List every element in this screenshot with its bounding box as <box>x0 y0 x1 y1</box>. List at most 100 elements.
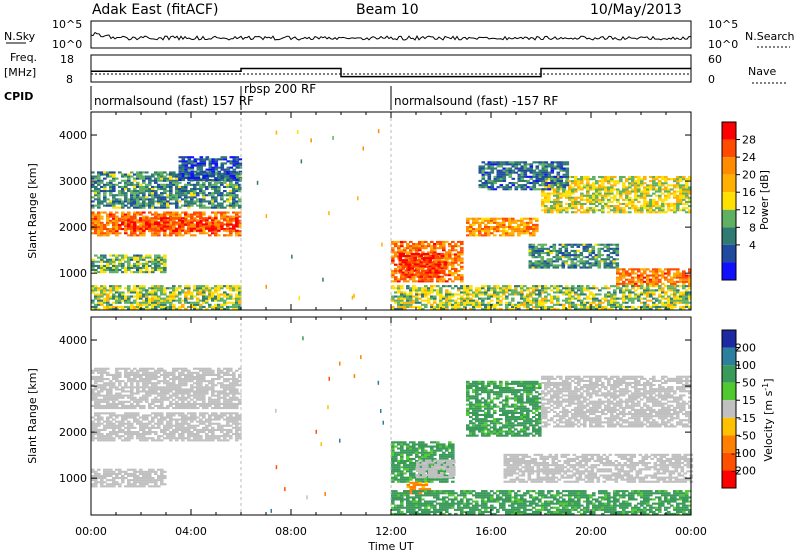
heatmap-cell <box>232 297 236 300</box>
heatmap-cell <box>439 297 443 300</box>
heatmap-cell <box>472 219 476 222</box>
heatmap-cell <box>202 230 206 233</box>
heatmap-cell <box>439 287 443 290</box>
heatmap-cell <box>475 228 479 231</box>
heatmap-cell <box>97 215 101 218</box>
heatmap-cell <box>401 267 406 270</box>
heatmap-cell <box>649 202 653 205</box>
heatmap-cell <box>601 209 605 212</box>
heatmap-cell <box>235 297 239 300</box>
heatmap-cell <box>508 173 513 176</box>
heatmap-cell <box>643 305 647 308</box>
heatmap-cell <box>199 172 204 175</box>
heatmap-cell <box>181 168 186 171</box>
heatmap-cell <box>685 291 689 294</box>
heatmap-cell <box>538 171 543 174</box>
heatmap-cell <box>540 262 545 265</box>
heatmap-cell <box>502 232 506 235</box>
heatmap-cell <box>175 293 179 296</box>
heatmap-cell <box>529 303 533 306</box>
heatmap-cell <box>555 254 560 257</box>
heatmap-cell <box>199 204 203 207</box>
heatmap-cell <box>413 269 418 272</box>
heatmap-cell <box>238 164 243 167</box>
heatmap-cell <box>211 183 215 186</box>
heatmap-cell <box>112 183 116 186</box>
heatmap-cell <box>571 192 575 195</box>
heatmap-cell <box>226 293 230 296</box>
heatmap-cell <box>220 211 224 214</box>
heatmap-cell <box>537 254 542 257</box>
heatmap-cell <box>520 228 524 231</box>
heatmap-cell <box>520 230 524 233</box>
heatmap-cell <box>172 303 176 306</box>
heatmap-cell <box>664 268 668 271</box>
heatmap-cell <box>655 207 659 210</box>
heatmap-cell <box>190 213 194 216</box>
heatmap-cell <box>97 213 101 216</box>
heatmap-cell <box>508 217 512 220</box>
heatmap-cell <box>91 266 95 269</box>
heatmap-cell <box>661 291 665 294</box>
heatmap-cell <box>448 301 452 304</box>
heatmap-cell <box>682 270 686 273</box>
heatmap-cell <box>118 297 122 300</box>
heatmap-cell <box>118 295 122 298</box>
heatmap-cell <box>160 173 164 176</box>
heatmap-cell <box>508 285 512 288</box>
heatmap-cell <box>637 190 641 193</box>
heatmap-cell <box>588 249 593 252</box>
heatmap-cell <box>226 179 231 182</box>
heatmap-cell <box>543 266 548 269</box>
heatmap-cell <box>187 176 192 179</box>
heatmap-cell <box>574 291 578 294</box>
heatmap-cell <box>616 211 620 214</box>
heatmap-cell <box>190 170 195 173</box>
heatmap-cell <box>604 196 608 199</box>
heatmap-cell <box>619 202 623 205</box>
heatmap-cell <box>679 200 683 203</box>
heatmap-cell <box>564 245 569 248</box>
heatmap-cell <box>163 307 167 310</box>
heatmap-cell <box>214 289 218 292</box>
heatmap-cell <box>193 223 197 226</box>
heatmap-cell <box>637 293 641 296</box>
heatmap-cell <box>676 194 680 197</box>
heatmap-cell <box>541 287 545 290</box>
heatmap-cell <box>130 183 134 186</box>
heatmap-cell <box>615 264 620 267</box>
heatmap-cell <box>649 305 653 308</box>
heatmap-cell <box>205 227 209 230</box>
heatmap-cell <box>442 259 446 262</box>
heatmap-cell <box>427 297 431 300</box>
heatmap-cell <box>526 167 531 170</box>
heatmap-cell <box>565 202 569 205</box>
heatmap-cell <box>676 289 680 292</box>
heatmap-cell <box>517 291 521 294</box>
heatmap-cell <box>511 165 516 168</box>
heatmap-cell <box>178 200 182 203</box>
heatmap-cell <box>94 188 98 191</box>
heatmap-cell <box>409 295 413 298</box>
heatmap-cell <box>538 161 543 164</box>
heatmap-cell <box>124 260 128 263</box>
heatmap-cell <box>547 287 551 290</box>
heatmap-cell <box>511 171 516 174</box>
heatmap-cell <box>571 186 575 189</box>
heatmap-cell <box>427 293 431 296</box>
heatmap-cell <box>631 207 635 210</box>
heatmap-cell <box>433 243 437 246</box>
heatmap-cell <box>238 188 242 191</box>
heatmap-cell <box>679 291 683 294</box>
heatmap-cell <box>580 178 584 181</box>
heatmap-cell <box>124 213 128 216</box>
heatmap-cell <box>391 261 395 264</box>
heatmap-cell <box>139 293 143 296</box>
heatmap-cell <box>94 271 98 274</box>
heatmap-cell <box>631 272 635 275</box>
heatmap-cell <box>97 232 101 235</box>
heatmap-cell <box>442 303 446 306</box>
heatmap-cell <box>217 176 222 179</box>
heatmap-cell <box>181 211 185 214</box>
heatmap-cell <box>568 299 572 302</box>
